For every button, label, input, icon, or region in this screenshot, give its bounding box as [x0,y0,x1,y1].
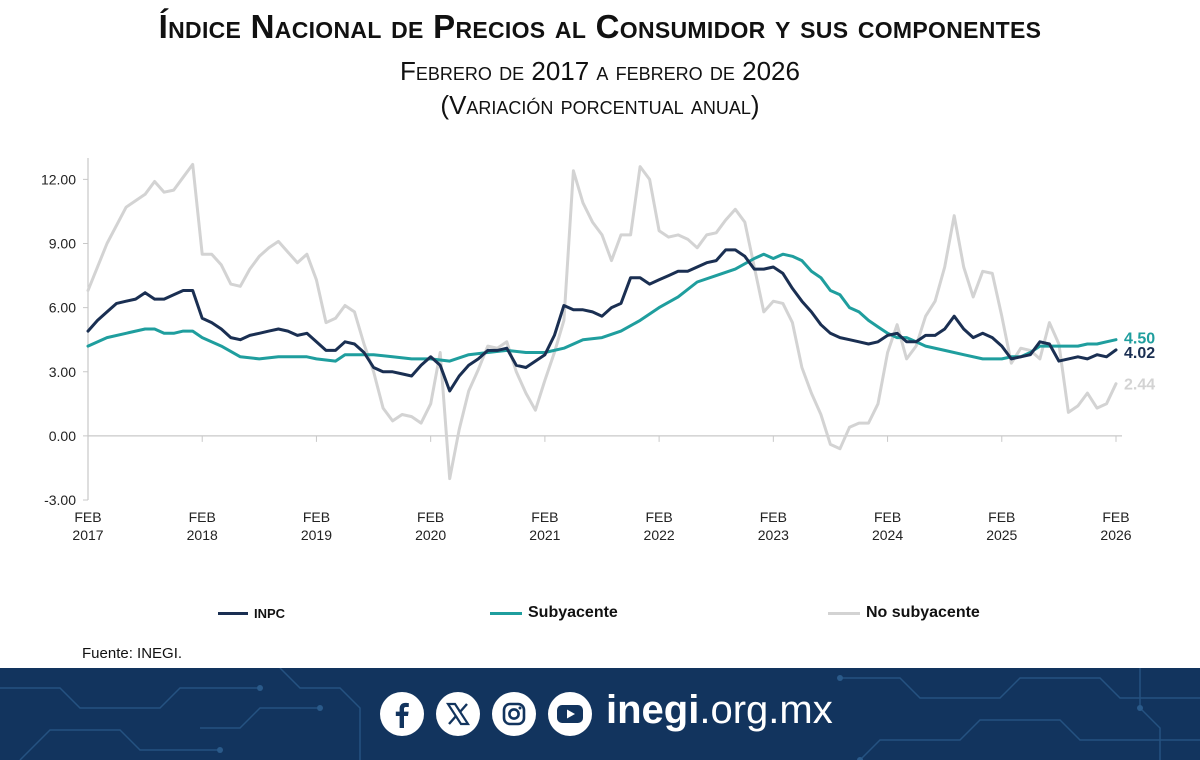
source-note: Fuente: INEGI. [82,645,183,662]
site-domain: .org.mx [699,688,833,732]
x-tick-label: 2025 [986,527,1017,543]
y-tick-label: -3.00 [44,492,76,508]
website-link[interactable]: inegi.org.mx [606,688,833,733]
line-chart: -3.00 0.00 3.00 6.00 9.00 12.00 FEB 2017 FEB 2018… [41,158,1155,543]
x-tick-label: 2017 [72,527,103,543]
x-icon[interactable] [436,692,480,736]
legend-item-no-subyacente: No subyacente [828,596,980,630]
y-tick-label: 9.00 [49,236,76,252]
x-tick-label: 2020 [415,527,446,543]
x-tick-label: FEB [760,509,787,525]
x-tick-label: 2026 [1100,527,1131,543]
legend-item-subyacente: Subyacente [490,596,618,630]
legend-label-inpc: INPC [254,605,286,621]
series-line-subyacente [86,252,1118,363]
x-tick-label: FEB [988,509,1015,525]
series-line-no-subyacente [86,162,1118,481]
x-tick-label: FEB [303,509,330,525]
end-label-inpc: 4.02 [1124,345,1155,362]
legend-label-no-subyacente: No subyacente [866,604,980,621]
x-tick-label: FEB [74,509,101,525]
legend-item-inpc: INPC [218,596,285,630]
y-tick-label: 6.00 [49,300,76,316]
y-tick-label: 0.00 [49,428,76,444]
x-tick-label: 2022 [644,527,675,543]
legend-swatch-inpc [218,611,248,615]
x-tick-label: FEB [189,509,216,525]
x-tick-label: FEB [1102,509,1129,525]
x-tick-label: FEB [531,509,558,525]
legend-swatch-subyacente [490,611,522,615]
instagram-icon[interactable] [492,692,536,736]
x-tick-label: 2023 [758,527,789,543]
circuit-pattern-decoration [0,668,1200,760]
facebook-icon[interactable] [380,692,424,736]
end-label-subyacente: 4.50 [1124,331,1155,348]
x-tick-label: FEB [874,509,901,525]
legend-swatch-no-subyacente [828,611,860,615]
chart-subtitle-period: Febrero de 2017 a febrero de 2026 [400,56,800,86]
chart-title: Índice Nacional de Precios al Consumidor… [158,8,1042,45]
end-label-no-subyacente: 2.44 [1124,377,1155,394]
series-line-inpc [86,248,1118,393]
x-tick-label: FEB [417,509,444,525]
x-tick-label: 2024 [872,527,903,543]
y-tick-label: 12.00 [41,171,76,187]
chart-subtitle-units: (Variación porcentual anual) [440,90,760,120]
x-tick-label: 2021 [529,527,560,543]
legend-label-subyacente: Subyacente [528,604,618,621]
y-tick-label: 3.00 [49,364,76,380]
site-name-bold: inegi [606,688,700,732]
x-tick-label: 2019 [301,527,332,543]
x-tick-label: 2018 [187,527,218,543]
x-tick-label: FEB [645,509,672,525]
youtube-icon[interactable] [548,692,592,736]
footer-banner: inegi.org.mx [0,668,1200,760]
